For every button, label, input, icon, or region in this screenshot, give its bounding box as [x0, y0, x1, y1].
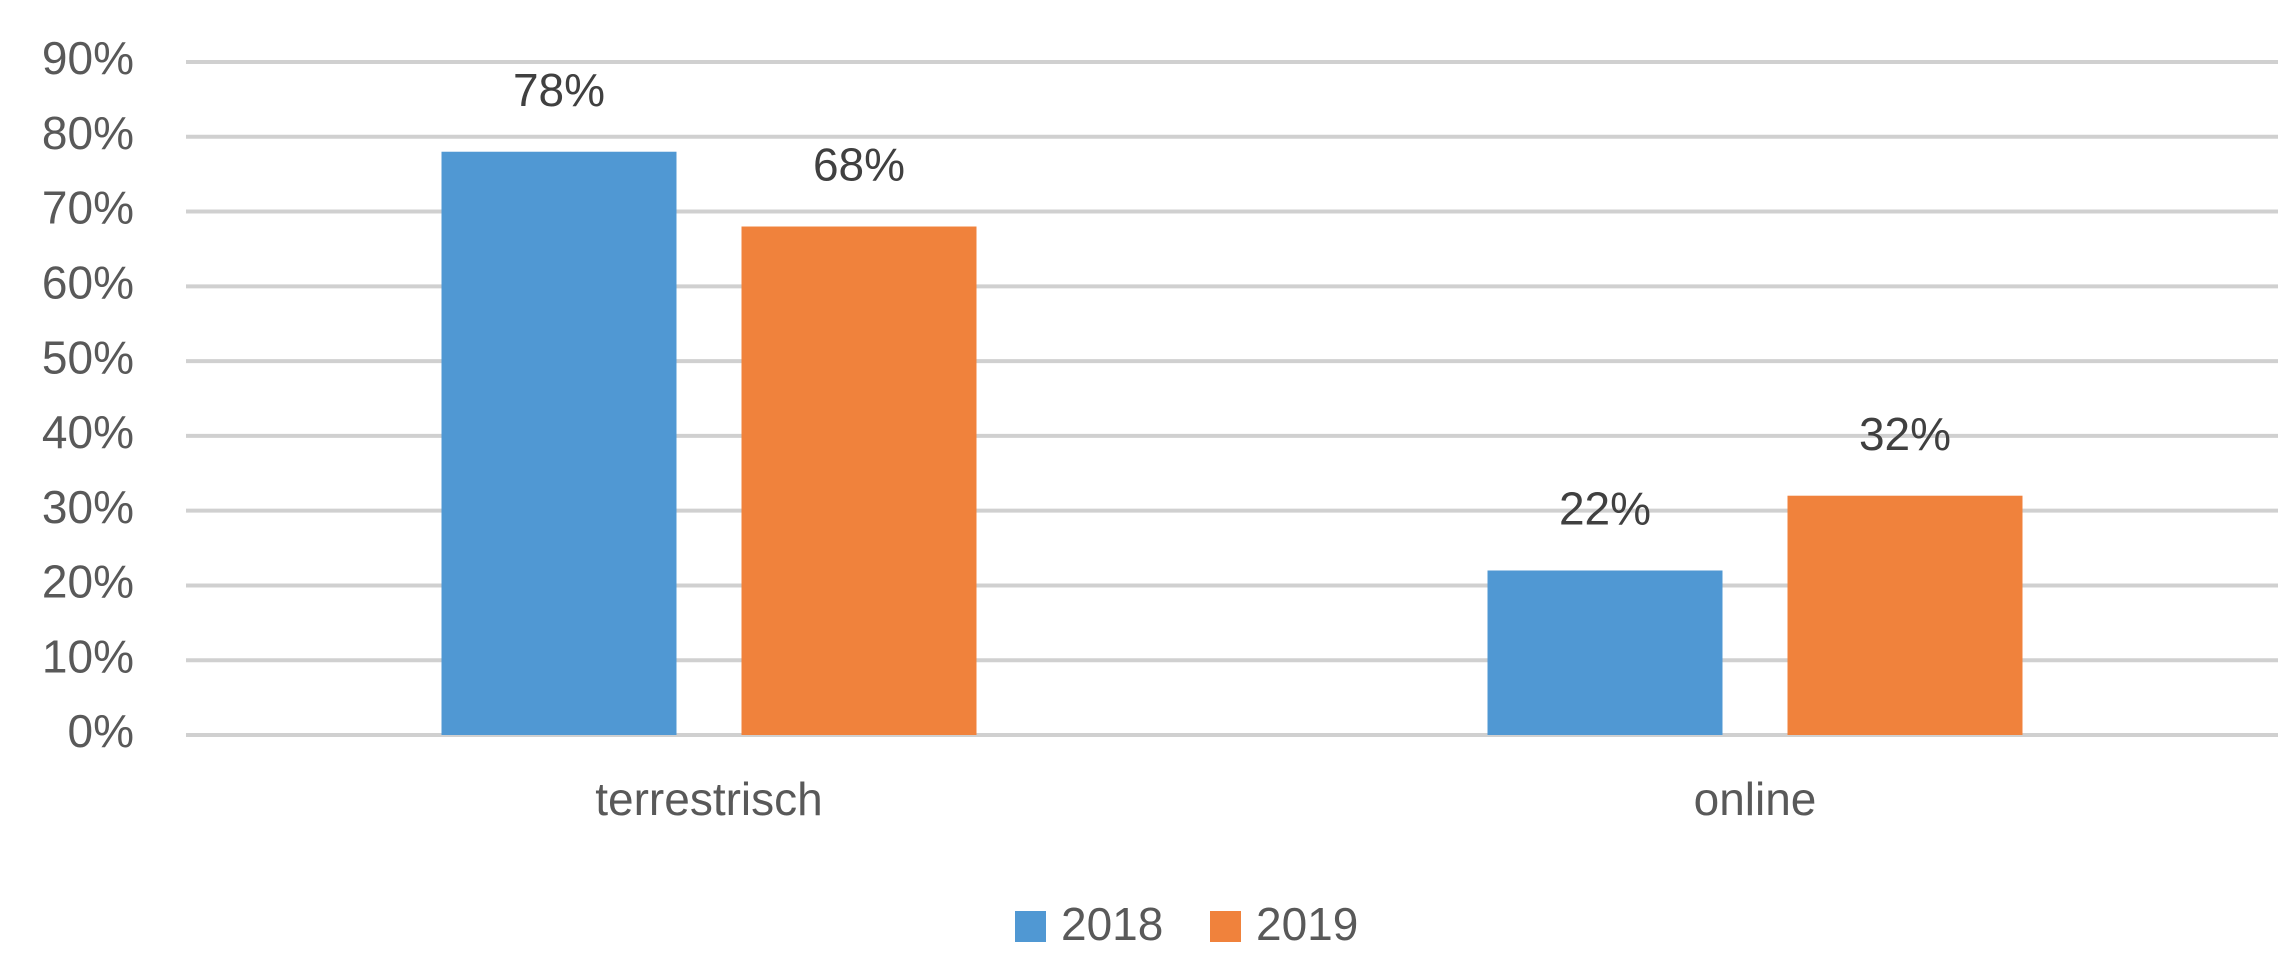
- data-label: 32%: [1859, 408, 1951, 460]
- legend-label: 2019: [1256, 898, 1358, 950]
- y-tick-label: 30%: [42, 481, 134, 533]
- x-tick-label: online: [1694, 773, 1817, 825]
- data-label: 78%: [513, 64, 605, 116]
- y-tick-label: 20%: [42, 556, 134, 608]
- bar: [1487, 570, 1723, 735]
- y-tick-label: 70%: [42, 182, 134, 234]
- y-tick-label: 90%: [42, 32, 134, 84]
- x-tick-label: terrestrisch: [595, 773, 822, 825]
- y-tick-label: 40%: [42, 406, 134, 458]
- bar: [741, 226, 977, 735]
- legend-swatch: [1210, 911, 1241, 942]
- y-tick-label: 50%: [42, 331, 134, 383]
- legend-swatch: [1015, 911, 1046, 942]
- y-tick-label: 80%: [42, 107, 134, 159]
- data-label: 22%: [1559, 483, 1651, 535]
- bar: [441, 151, 677, 735]
- bar: [1787, 495, 2023, 735]
- y-tick-label: 60%: [42, 256, 134, 308]
- y-tick-label: 10%: [42, 630, 134, 682]
- legend-label: 2018: [1061, 898, 1163, 950]
- data-label: 68%: [813, 139, 905, 191]
- y-tick-label: 0%: [68, 705, 134, 757]
